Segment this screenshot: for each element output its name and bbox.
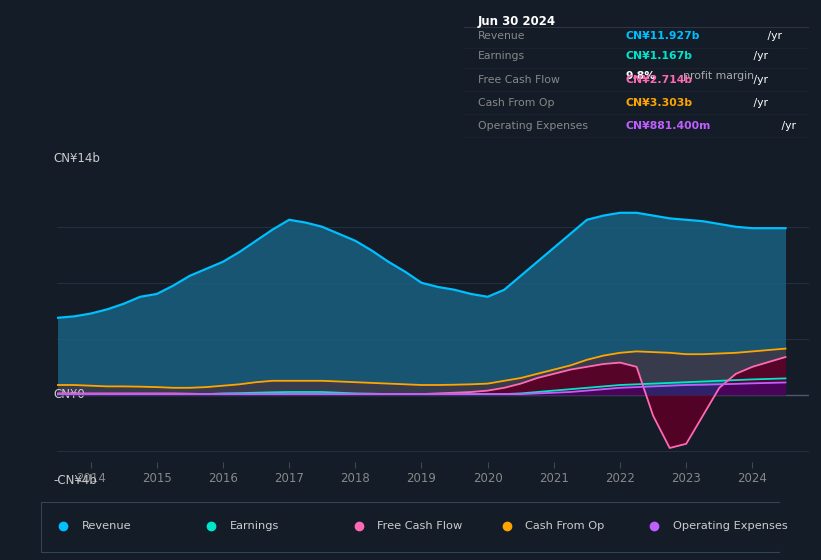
Text: Free Cash Flow: Free Cash Flow [478,74,560,85]
Text: Cash From Op: Cash From Op [478,97,554,108]
Text: 9.8%: 9.8% [626,72,656,81]
Text: Operating Expenses: Operating Expenses [478,121,588,130]
Text: Revenue: Revenue [478,31,525,41]
Text: /yr: /yr [777,121,796,130]
Text: /yr: /yr [750,97,768,108]
Text: /yr: /yr [750,52,768,62]
Text: Earnings: Earnings [478,52,525,62]
Text: CN¥11.927b: CN¥11.927b [626,31,700,41]
Text: /yr: /yr [750,74,768,85]
Text: CN¥14b: CN¥14b [53,152,101,165]
Text: Operating Expenses: Operating Expenses [673,521,787,531]
Text: Cash From Op: Cash From Op [525,521,604,531]
Text: -CN¥4b: -CN¥4b [53,474,98,487]
Text: CN¥3.303b: CN¥3.303b [626,97,693,108]
Text: CN¥0: CN¥0 [53,388,85,402]
Text: CN¥2.714b: CN¥2.714b [626,74,693,85]
Text: Jun 30 2024: Jun 30 2024 [478,15,556,28]
Text: profit margin: profit margin [683,72,754,81]
Text: /yr: /yr [764,31,782,41]
Text: CN¥881.400m: CN¥881.400m [626,121,711,130]
Text: CN¥1.167b: CN¥1.167b [626,52,693,62]
Text: Earnings: Earnings [230,521,279,531]
Text: Free Cash Flow: Free Cash Flow [378,521,462,531]
Text: Revenue: Revenue [82,521,131,531]
FancyBboxPatch shape [41,502,780,552]
